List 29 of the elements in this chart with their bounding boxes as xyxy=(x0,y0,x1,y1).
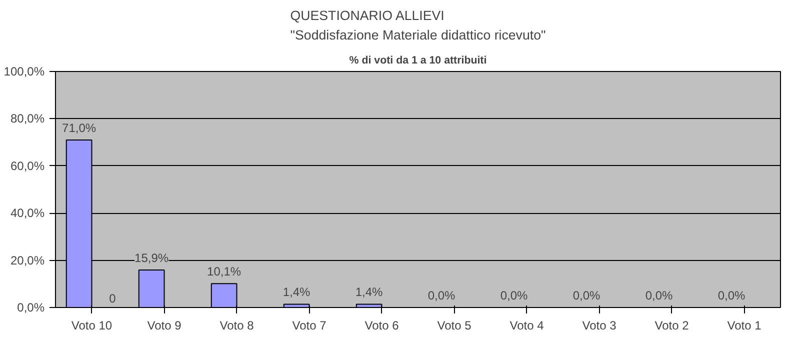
data-label: 10,1% xyxy=(207,264,242,279)
y-tick-label: 0,0% xyxy=(17,300,45,314)
x-tick-label: Voto 3 xyxy=(582,318,617,332)
x-tick-label: Voto 6 xyxy=(364,318,400,332)
chart-title: QUESTIONARIO ALLIEVI "Soddisfazione Materiale didattico ricevuto" xyxy=(290,8,546,42)
x-tick-label: Voto 9 xyxy=(147,318,182,332)
chart-subtitle: % di voti da 1 a 10 attribuiti xyxy=(349,54,487,66)
x-tick-label: Voto 4 xyxy=(510,318,544,332)
x-tick-label: Voto 10 xyxy=(71,318,112,332)
x-tick-label: Voto 7 xyxy=(292,318,327,332)
x-tick-label: Voto 5 xyxy=(437,318,472,332)
data-label: 1,4% xyxy=(355,285,384,300)
y-tick-label: 100,0% xyxy=(4,64,45,78)
y-tick-label: 40,0% xyxy=(10,206,45,220)
data-label: 0,0% xyxy=(500,288,528,302)
data-label: 0,0% xyxy=(572,288,601,302)
y-tick-label: 60,0% xyxy=(10,158,45,173)
data-label: 15,9% xyxy=(134,250,169,265)
x-tick-label: Voto 2 xyxy=(654,318,690,332)
y-tick-label: 80,0% xyxy=(10,112,45,126)
x-tick-label: Voto 1 xyxy=(727,318,762,332)
data-label: 0,0% xyxy=(645,288,674,302)
x-tick-label: Voto 8 xyxy=(220,318,254,332)
data-label: 0,0% xyxy=(428,288,456,302)
data-label: 1,4% xyxy=(282,285,311,300)
data-label: 71,0% xyxy=(62,120,96,135)
data-label: 0 xyxy=(109,292,116,306)
data-label: 0,0% xyxy=(718,288,746,302)
y-tick-label: 20,0% xyxy=(10,253,45,268)
